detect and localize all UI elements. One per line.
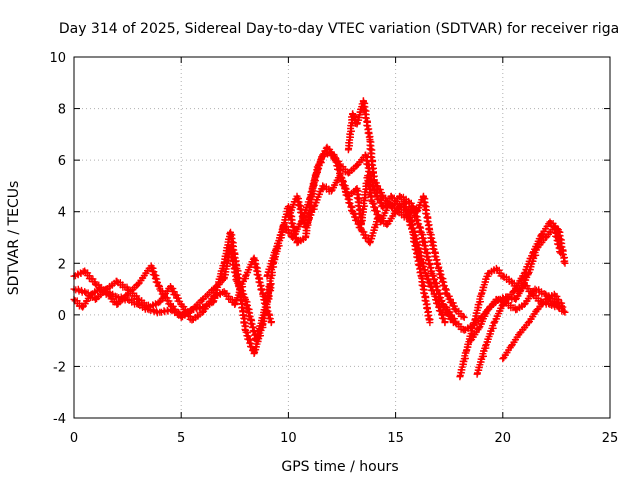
data-point — [402, 213, 410, 221]
y-tick-label: -2 — [53, 360, 66, 375]
y-tick-label: -4 — [53, 412, 66, 427]
data-point — [507, 342, 515, 350]
data-point — [124, 285, 132, 293]
data-point-fill — [266, 281, 274, 289]
data-point — [267, 280, 275, 288]
y-tick-label: 4 — [58, 206, 66, 221]
data-point — [561, 259, 569, 267]
data-point — [396, 192, 404, 200]
data-point — [396, 203, 404, 211]
grid-lines — [74, 57, 610, 418]
data-point — [394, 208, 402, 216]
x-tick-label: 15 — [387, 431, 404, 446]
data-point-fill — [416, 227, 424, 235]
plot-frame — [73, 56, 611, 419]
data-point — [336, 161, 344, 169]
y-tick-label: 10 — [49, 51, 66, 66]
x-axis-label: GPS time / hours — [281, 459, 398, 475]
data-point — [561, 308, 569, 316]
x-tick-label: 25 — [602, 431, 619, 446]
x-tick-label: 5 — [177, 431, 185, 446]
data-point — [546, 218, 554, 226]
data-point — [559, 303, 567, 311]
data-point — [501, 298, 509, 306]
data-point — [81, 288, 89, 296]
data-point — [499, 272, 507, 280]
chart-title: Day 314 of 2025, Sidereal Day-to-day VTE… — [59, 21, 619, 37]
data-point — [91, 280, 99, 288]
data-point — [426, 319, 434, 327]
data-point — [499, 355, 507, 363]
data-point — [383, 221, 391, 229]
data-point-fill — [560, 258, 568, 266]
data-point — [460, 313, 468, 321]
data-point — [134, 295, 142, 303]
x-tick-label: 20 — [495, 431, 512, 446]
y-tick-label: 0 — [58, 309, 66, 324]
data-point-fill — [459, 312, 467, 320]
data-point — [525, 319, 532, 327]
data-point — [452, 306, 460, 314]
y-tick-label: 2 — [58, 257, 66, 272]
data-points — [70, 97, 569, 381]
data-point — [452, 319, 460, 327]
data-point — [542, 290, 550, 298]
x-tick-label: 0 — [70, 431, 78, 446]
data-point — [552, 301, 560, 308]
data-point-fill — [560, 307, 568, 315]
x-tick-label: 10 — [280, 431, 297, 446]
data-point — [441, 319, 449, 327]
data-point — [319, 182, 327, 190]
data-point — [267, 319, 275, 327]
y-axis-label: SDTVAR / TECUs — [6, 181, 22, 296]
y-tick-label: 6 — [58, 154, 66, 169]
axis-ticks: 0 5 10 15 20 25 -4 -2 0 2 4 6 8 10 — [49, 51, 618, 446]
y-tick-label: 8 — [58, 103, 66, 118]
data-point — [113, 277, 121, 285]
